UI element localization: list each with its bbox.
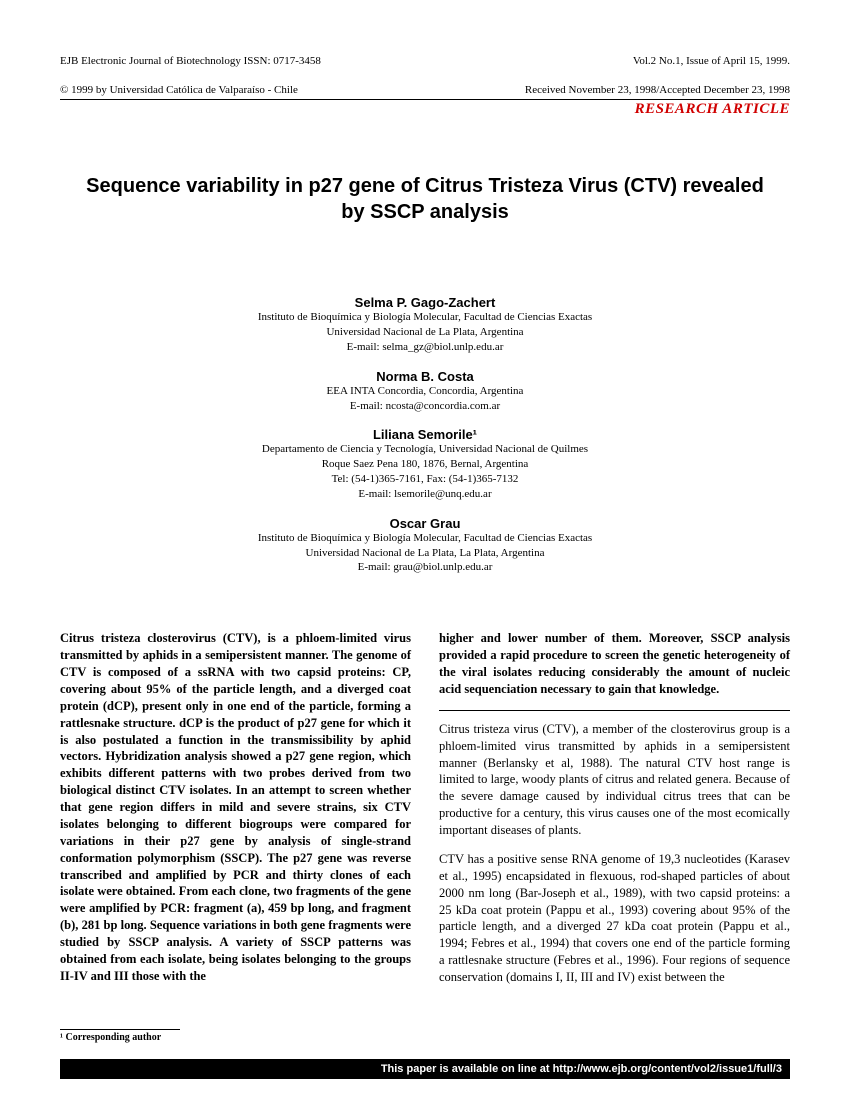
article-type-label: RESEARCH ARTICLE bbox=[60, 101, 790, 118]
intro-para-2: CTV has a positive sense RNA genome of 1… bbox=[439, 851, 790, 986]
author-block: Oscar Grau Instituto de Bioquímica y Bio… bbox=[60, 516, 790, 576]
abstract-para: Citrus tristeza closterovirus (CTV), is … bbox=[60, 630, 411, 984]
dates-info: Received November 23, 1998/Accepted Dece… bbox=[525, 84, 790, 96]
article-title: Sequence variability in p27 gene of Citr… bbox=[60, 173, 790, 225]
journal-header: EJB Electronic Journal of Biotechnology … bbox=[60, 40, 790, 97]
header-left: EJB Electronic Journal of Biotechnology … bbox=[60, 40, 321, 97]
intro-para-1: Citrus tristeza virus (CTV), a member of… bbox=[439, 721, 790, 839]
authors-block: Selma P. Gago-Zachert Instituto de Bioqu… bbox=[60, 295, 790, 575]
author-block: Selma P. Gago-Zachert Instituto de Bioqu… bbox=[60, 295, 790, 355]
column-right: higher and lower number of them. Moreove… bbox=[439, 630, 790, 998]
footer-availability: This paper is available on line at http:… bbox=[60, 1059, 790, 1079]
author-affiliation: EEA INTA Concordia, Concordia, Argentina… bbox=[60, 384, 790, 414]
footnote-area: ¹ Corresponding author bbox=[60, 1021, 790, 1043]
journal-name-issn: EJB Electronic Journal of Biotechnology … bbox=[60, 55, 321, 67]
copyright-line: © 1999 by Universidad Católica de Valpar… bbox=[60, 84, 298, 96]
abstract-divider bbox=[439, 710, 790, 711]
author-block: Norma B. Costa EEA INTA Concordia, Conco… bbox=[60, 369, 790, 414]
author-name: Liliana Semorile¹ bbox=[60, 427, 790, 442]
author-block: Liliana Semorile¹ Departamento de Cienci… bbox=[60, 427, 790, 501]
issue-info: Vol.2 No.1, Issue of April 15, 1999. bbox=[633, 55, 790, 67]
column-left: Citrus tristeza closterovirus (CTV), is … bbox=[60, 630, 411, 998]
header-rule bbox=[60, 99, 790, 100]
header-right: Vol.2 No.1, Issue of April 15, 1999. Rec… bbox=[525, 40, 790, 97]
page: EJB Electronic Journal of Biotechnology … bbox=[0, 0, 850, 1099]
author-affiliation: Departamento de Ciencia y Tecnología, Un… bbox=[60, 442, 790, 501]
body-columns: Citrus tristeza closterovirus (CTV), is … bbox=[60, 630, 790, 998]
corresponding-author-note: ¹ Corresponding author bbox=[60, 1032, 790, 1043]
author-affiliation: Instituto de Bioquímica y Biología Molec… bbox=[60, 531, 790, 576]
abstract-para-continued: higher and lower number of them. Moreove… bbox=[439, 630, 790, 698]
author-affiliation: Instituto de Bioquímica y Biología Molec… bbox=[60, 310, 790, 355]
author-name: Oscar Grau bbox=[60, 516, 790, 531]
author-name: Norma B. Costa bbox=[60, 369, 790, 384]
author-name: Selma P. Gago-Zachert bbox=[60, 295, 790, 310]
footnote-rule bbox=[60, 1029, 180, 1030]
footer-container: This paper is available on line at http:… bbox=[60, 1051, 790, 1079]
